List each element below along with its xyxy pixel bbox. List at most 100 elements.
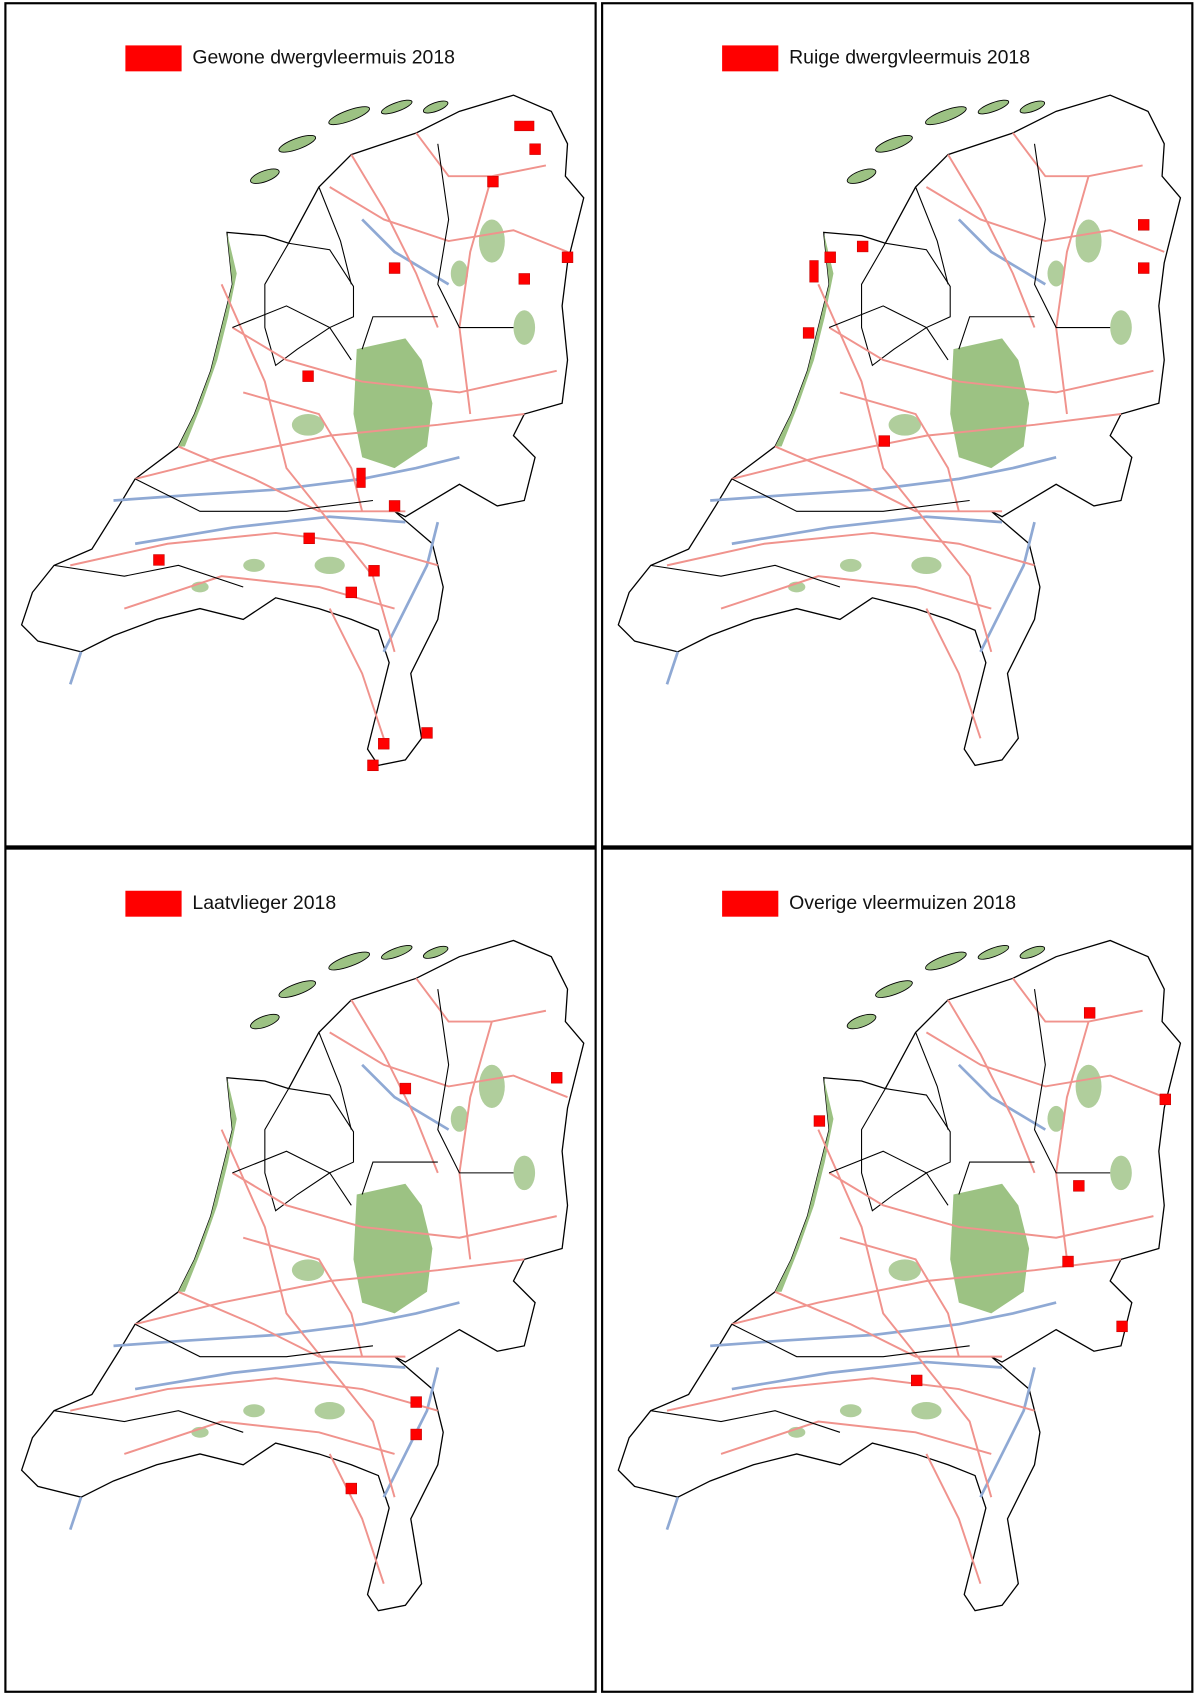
forest-patch xyxy=(1110,1155,1132,1191)
road xyxy=(458,175,493,415)
island xyxy=(846,1013,877,1030)
forest-patch xyxy=(911,1402,942,1420)
province-border xyxy=(650,1410,841,1433)
forest-patch xyxy=(243,1404,265,1418)
observation-marker xyxy=(518,273,530,285)
province-border xyxy=(53,1410,244,1433)
island xyxy=(380,945,413,960)
province-border xyxy=(318,1032,352,1130)
legend-swatch xyxy=(722,45,779,72)
forest-patch xyxy=(243,558,265,572)
observation-marker xyxy=(345,586,358,599)
road xyxy=(231,1172,557,1239)
forest xyxy=(353,1183,433,1314)
road xyxy=(925,186,1165,253)
road xyxy=(70,531,439,567)
road xyxy=(1055,175,1090,415)
forest-patch xyxy=(291,1259,325,1281)
river xyxy=(361,1063,450,1131)
ijsselmeer xyxy=(264,242,355,367)
map-panel: Ruige dwergvleermuis 2018 xyxy=(601,2,1194,848)
road xyxy=(925,1031,1165,1099)
forest-patch xyxy=(1075,219,1102,263)
observation-marker xyxy=(1138,262,1150,274)
forest-patch xyxy=(911,556,942,575)
observation-marker xyxy=(421,727,433,739)
observation-marker xyxy=(529,143,541,155)
river xyxy=(113,455,460,502)
road xyxy=(947,154,1036,328)
province-border xyxy=(232,1150,352,1206)
province-border xyxy=(650,564,841,588)
observation-marker xyxy=(388,262,401,274)
river xyxy=(382,521,440,653)
ijsselmeer xyxy=(861,242,951,367)
netherlands-map xyxy=(617,94,1182,767)
river xyxy=(710,1301,1057,1348)
road xyxy=(720,1420,992,1455)
province-border xyxy=(361,1161,438,1195)
observation-marker xyxy=(856,240,869,253)
forest-patch xyxy=(291,414,325,436)
observation-marker xyxy=(813,1115,826,1127)
river xyxy=(731,515,1003,546)
road xyxy=(1055,1021,1090,1260)
legend-swatch xyxy=(125,890,182,917)
river xyxy=(134,515,406,546)
river xyxy=(68,1496,83,1531)
road xyxy=(947,999,1036,1174)
island xyxy=(328,106,370,126)
river xyxy=(68,651,83,685)
forest-patch xyxy=(513,310,536,345)
observation-marker xyxy=(1116,1320,1128,1333)
province-border xyxy=(361,316,438,350)
island xyxy=(422,945,449,959)
forest-patch xyxy=(839,1404,862,1418)
observation-marker xyxy=(911,1374,923,1387)
legend-label: Overige vleermuizen 2018 xyxy=(789,892,1016,914)
province-border xyxy=(318,186,352,285)
road xyxy=(828,326,1154,394)
observation-marker xyxy=(153,554,165,566)
road xyxy=(666,531,1035,567)
observation-marker xyxy=(368,565,380,577)
province-border xyxy=(1033,989,1111,1174)
province-border xyxy=(958,1161,1035,1195)
river xyxy=(710,455,1057,502)
province-border xyxy=(53,564,244,588)
dunes xyxy=(775,1077,834,1292)
observation-marker xyxy=(410,1396,422,1408)
legend-swatch xyxy=(722,890,779,917)
legend-label: Gewone dwergvleermuis 2018 xyxy=(192,47,455,69)
forest-patch xyxy=(450,1105,469,1132)
road xyxy=(925,608,982,739)
observation-marker xyxy=(1083,1007,1096,1019)
island xyxy=(422,100,449,114)
forest-patch xyxy=(839,558,862,572)
island xyxy=(278,134,317,153)
island xyxy=(328,951,370,971)
observation-marker xyxy=(388,500,401,512)
legend-label: Laatvlieger 2018 xyxy=(192,892,336,914)
road xyxy=(828,1172,1154,1239)
river xyxy=(979,1367,1036,1498)
observation-marker xyxy=(367,759,379,772)
forest-patch xyxy=(478,219,505,263)
forest xyxy=(950,338,1030,469)
road xyxy=(220,283,396,653)
forest-patch xyxy=(1075,1064,1102,1109)
island xyxy=(250,168,280,184)
river xyxy=(731,1360,1003,1391)
forest-patch xyxy=(450,260,469,287)
road xyxy=(328,1453,385,1584)
legend-label: Ruige dwergvleermuis 2018 xyxy=(789,47,1030,69)
road xyxy=(774,1290,1003,1358)
province-border xyxy=(437,143,514,329)
observation-marker xyxy=(824,251,836,263)
river xyxy=(361,218,450,286)
river xyxy=(134,1360,406,1391)
forest-patch xyxy=(1047,1105,1065,1132)
province-border xyxy=(828,1150,949,1206)
province-border xyxy=(915,186,949,285)
